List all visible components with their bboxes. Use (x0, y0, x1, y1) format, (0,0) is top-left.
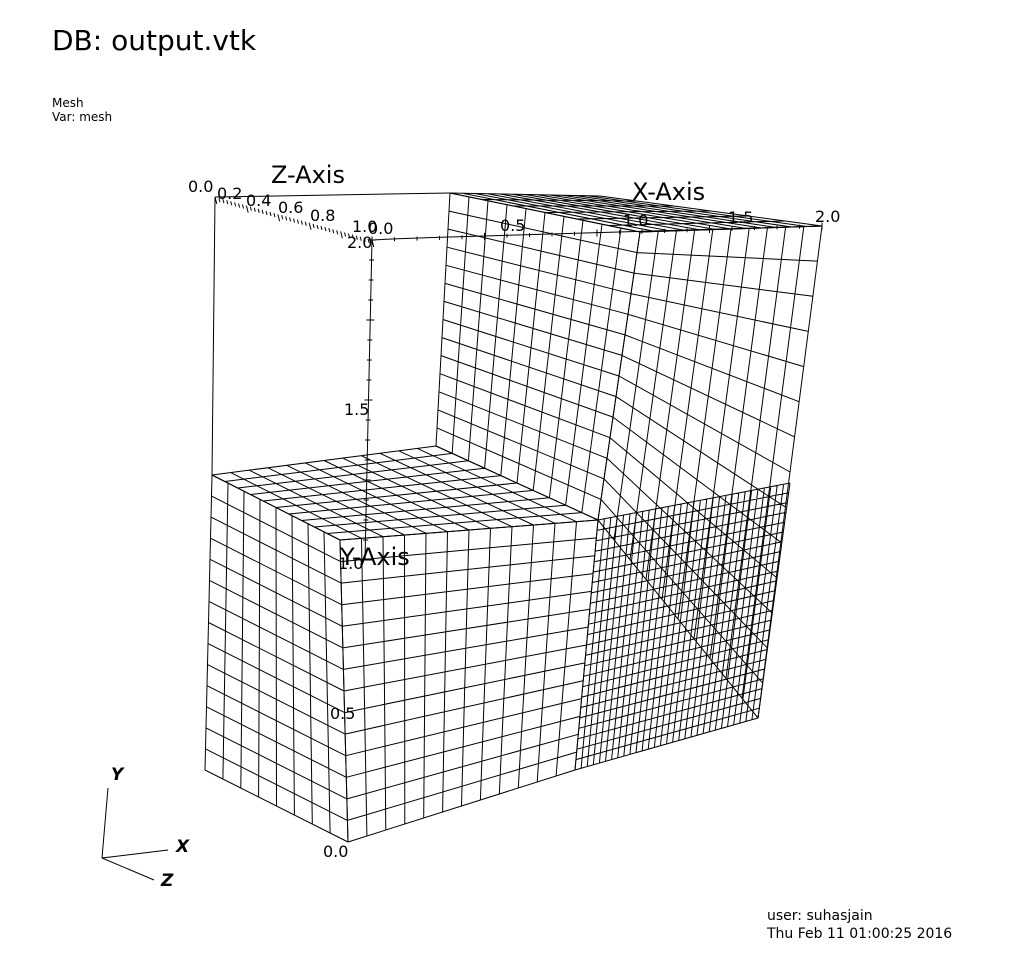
tick-mark (312, 223, 315, 229)
tick-mark (296, 219, 299, 224)
tick-mark (336, 230, 339, 235)
timestamp: Thu Feb 11 01:00:25 2016 (767, 926, 953, 942)
x-tick-label-3: 1.5 (728, 208, 753, 227)
plot-variable-label: Var: mesh (52, 110, 113, 124)
y-tick-label-0: 0.0 (323, 842, 348, 861)
tick-mark (218, 197, 221, 203)
triad-z-label: Z (160, 871, 174, 891)
mesh-wireframe (204, 192, 823, 843)
tick-mark (253, 207, 256, 212)
tick-mark (249, 206, 252, 211)
triad-x-label: X (175, 837, 190, 857)
x-axis-title: X-Axis (632, 178, 705, 206)
tick-mark (355, 235, 358, 240)
bbox-left-back-edge (211, 196, 216, 476)
x-tick-label-4: 2.0 (815, 207, 840, 226)
tall-block-front-face (597, 225, 823, 719)
tick-mark (293, 218, 296, 223)
user-info: user: suhasjain (767, 908, 873, 924)
y-tick-label-1: 0.5 (330, 704, 355, 723)
tick-mark (347, 233, 350, 238)
y-axis-title: Y-Axis (339, 543, 410, 571)
x-tick-label-0: 0.0 (368, 219, 393, 238)
tick-mark (273, 212, 276, 218)
x-tick-label-1: 0.5 (500, 216, 525, 235)
z-tick-label-2: 0.4 (246, 191, 271, 210)
triad-z-arrow (101, 857, 155, 881)
tick-mark (285, 216, 288, 221)
triad-y-label: Y (111, 765, 125, 785)
tick-mark (265, 210, 268, 216)
tick-mark (320, 225, 323, 231)
tick-mark (363, 237, 366, 242)
tall-block-top-face-lines (449, 192, 823, 233)
x-tick-label-2: 1.0 (623, 211, 648, 230)
small-block-left-face-lines (204, 474, 349, 843)
tick-mark (304, 221, 307, 226)
tall-block-top-face (449, 192, 823, 233)
tick-mark (222, 199, 225, 204)
tick-mark (351, 234, 354, 239)
tick-mark (316, 224, 319, 230)
refined-front-face (574, 482, 791, 771)
y-tick-label-3: 1.5 (344, 400, 369, 419)
tick-mark (340, 231, 343, 239)
tick-mark (344, 232, 347, 237)
tick-mark (241, 204, 244, 209)
tick-mark (269, 211, 272, 217)
z-tick-label-0: 0.0 (188, 177, 213, 196)
tick-mark (245, 205, 249, 213)
axis-triad: Y X Z (101, 765, 190, 891)
tick-mark (261, 209, 264, 215)
tick-mark (234, 202, 237, 207)
y-tick-label-2: 1.0 (338, 554, 363, 573)
z-tick-label-3: 0.6 (278, 198, 303, 217)
small-block-left-face (204, 474, 349, 843)
tick-mark (277, 214, 281, 222)
tick-mark (308, 222, 312, 230)
z-tick-label-4: 0.8 (310, 206, 335, 225)
triad-x-arrow (101, 849, 169, 859)
database-title: DB: output.vtk (52, 24, 257, 57)
tall-block-front-face-lines (597, 225, 823, 719)
tick-mark (289, 217, 292, 222)
tick-mark (281, 215, 284, 220)
tick-mark (359, 236, 362, 241)
tick-mark (230, 201, 233, 206)
small-block-front-face-lines (339, 519, 599, 843)
x-axis-line (371, 225, 823, 241)
y-tick-label-4: 2.0 (347, 233, 372, 252)
tick-mark (300, 220, 303, 225)
z-tick-label-1: 0.2 (217, 184, 242, 203)
tick-mark (332, 229, 335, 234)
axis-ticks (214, 196, 823, 561)
triad-y-arrow (101, 787, 109, 859)
tick-mark (257, 208, 260, 213)
plot-type-label: Mesh (52, 96, 84, 110)
z-axis-title: Z-Axis (271, 161, 345, 189)
tick-mark (226, 200, 229, 205)
tick-mark (328, 228, 331, 233)
tick-mark (238, 203, 241, 208)
bbox-top-back-edge (214, 192, 451, 198)
z-tick-label-5: 1.0 (352, 217, 377, 236)
tick-mark (214, 196, 218, 205)
small-block-front-face (339, 519, 599, 843)
tick-mark (324, 226, 327, 232)
refined-front-face-lines (574, 482, 791, 771)
